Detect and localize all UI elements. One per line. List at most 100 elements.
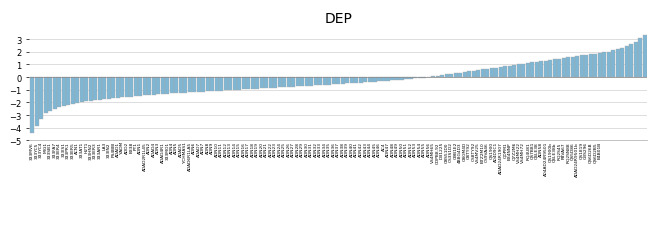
Bar <box>629 45 633 78</box>
Bar <box>381 78 385 82</box>
Bar <box>359 78 363 83</box>
Bar <box>219 78 224 91</box>
Bar <box>521 64 525 78</box>
Bar <box>472 71 475 78</box>
Bar <box>309 78 313 86</box>
Bar <box>526 64 530 78</box>
Bar <box>183 78 187 93</box>
Bar <box>503 67 507 78</box>
Bar <box>165 78 169 94</box>
Bar <box>71 78 75 104</box>
Bar <box>152 78 156 95</box>
Bar <box>75 78 79 104</box>
Bar <box>170 78 174 94</box>
Bar <box>129 78 133 97</box>
Bar <box>133 78 138 97</box>
Bar <box>251 78 255 89</box>
Bar <box>61 78 65 107</box>
Bar <box>534 63 539 78</box>
Bar <box>611 51 615 78</box>
Bar <box>332 78 336 85</box>
Bar <box>89 78 93 101</box>
Bar <box>566 58 570 78</box>
Bar <box>305 78 309 86</box>
Bar <box>494 68 498 78</box>
Bar <box>30 78 34 134</box>
Bar <box>395 78 399 81</box>
Bar <box>179 78 183 94</box>
Bar <box>84 78 88 102</box>
Bar <box>620 49 625 78</box>
Bar <box>579 56 584 78</box>
Bar <box>386 78 390 81</box>
Bar <box>373 78 377 82</box>
Bar <box>354 78 358 84</box>
Bar <box>120 78 124 98</box>
Bar <box>156 78 160 95</box>
Title: DEP: DEP <box>324 12 353 26</box>
Bar <box>161 78 165 95</box>
Bar <box>553 60 557 78</box>
Bar <box>116 78 120 98</box>
Bar <box>400 78 404 80</box>
Bar <box>404 78 408 80</box>
Bar <box>206 78 210 92</box>
Bar <box>111 78 115 99</box>
Bar <box>467 72 471 78</box>
Bar <box>350 78 354 84</box>
Bar <box>449 74 453 78</box>
Bar <box>571 57 575 78</box>
Bar <box>174 78 179 94</box>
Bar <box>589 55 593 78</box>
Bar <box>512 66 516 78</box>
Bar <box>607 52 611 78</box>
Bar <box>39 78 43 119</box>
Bar <box>80 78 84 103</box>
Bar <box>634 42 638 78</box>
Bar <box>436 76 439 78</box>
Bar <box>445 75 449 78</box>
Bar <box>201 78 205 92</box>
Bar <box>328 78 332 85</box>
Bar <box>107 78 111 99</box>
Bar <box>296 78 300 87</box>
Bar <box>602 53 606 78</box>
Bar <box>211 78 215 92</box>
Bar <box>215 78 219 91</box>
Bar <box>48 78 52 111</box>
Bar <box>431 77 435 78</box>
Bar <box>147 78 151 96</box>
Bar <box>192 78 196 93</box>
Bar <box>548 61 552 78</box>
Bar <box>490 69 494 78</box>
Bar <box>562 59 566 78</box>
Bar <box>278 78 282 88</box>
Bar <box>188 78 192 93</box>
Bar <box>341 78 345 84</box>
Bar <box>93 78 97 101</box>
Bar <box>66 78 70 105</box>
Bar <box>364 78 368 83</box>
Bar <box>453 74 458 78</box>
Bar <box>413 78 417 79</box>
Bar <box>228 78 232 91</box>
Bar <box>517 65 521 78</box>
Bar <box>35 78 39 126</box>
Bar <box>102 78 106 100</box>
Bar <box>233 78 237 90</box>
Bar <box>625 47 628 78</box>
Bar <box>224 78 228 91</box>
Bar <box>287 78 291 87</box>
Bar <box>476 71 480 78</box>
Bar <box>247 78 250 90</box>
Bar <box>462 73 466 78</box>
Bar <box>255 78 260 89</box>
Bar <box>368 78 372 83</box>
Bar <box>598 54 602 78</box>
Bar <box>417 78 422 79</box>
Bar <box>440 76 444 78</box>
Bar <box>260 78 264 89</box>
Bar <box>390 78 394 81</box>
Bar <box>283 78 286 88</box>
Bar <box>269 78 273 88</box>
